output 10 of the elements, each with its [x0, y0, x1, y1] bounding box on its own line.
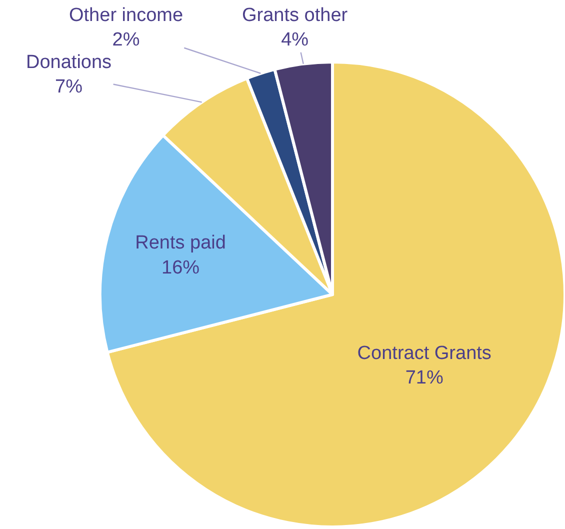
data-label: 16% — [162, 257, 200, 278]
data-label: 2% — [112, 30, 140, 51]
slice-label: Rents paid — [135, 232, 226, 254]
slice-label: Contract Grants — [357, 342, 492, 364]
data-label: 7% — [55, 76, 83, 98]
data-label: 4% — [281, 30, 309, 51]
slice-label: Other income — [69, 5, 184, 26]
slice-label: Donations — [26, 52, 112, 73]
slice-label: Grants other — [242, 5, 348, 26]
data-label: 71% — [405, 368, 444, 389]
